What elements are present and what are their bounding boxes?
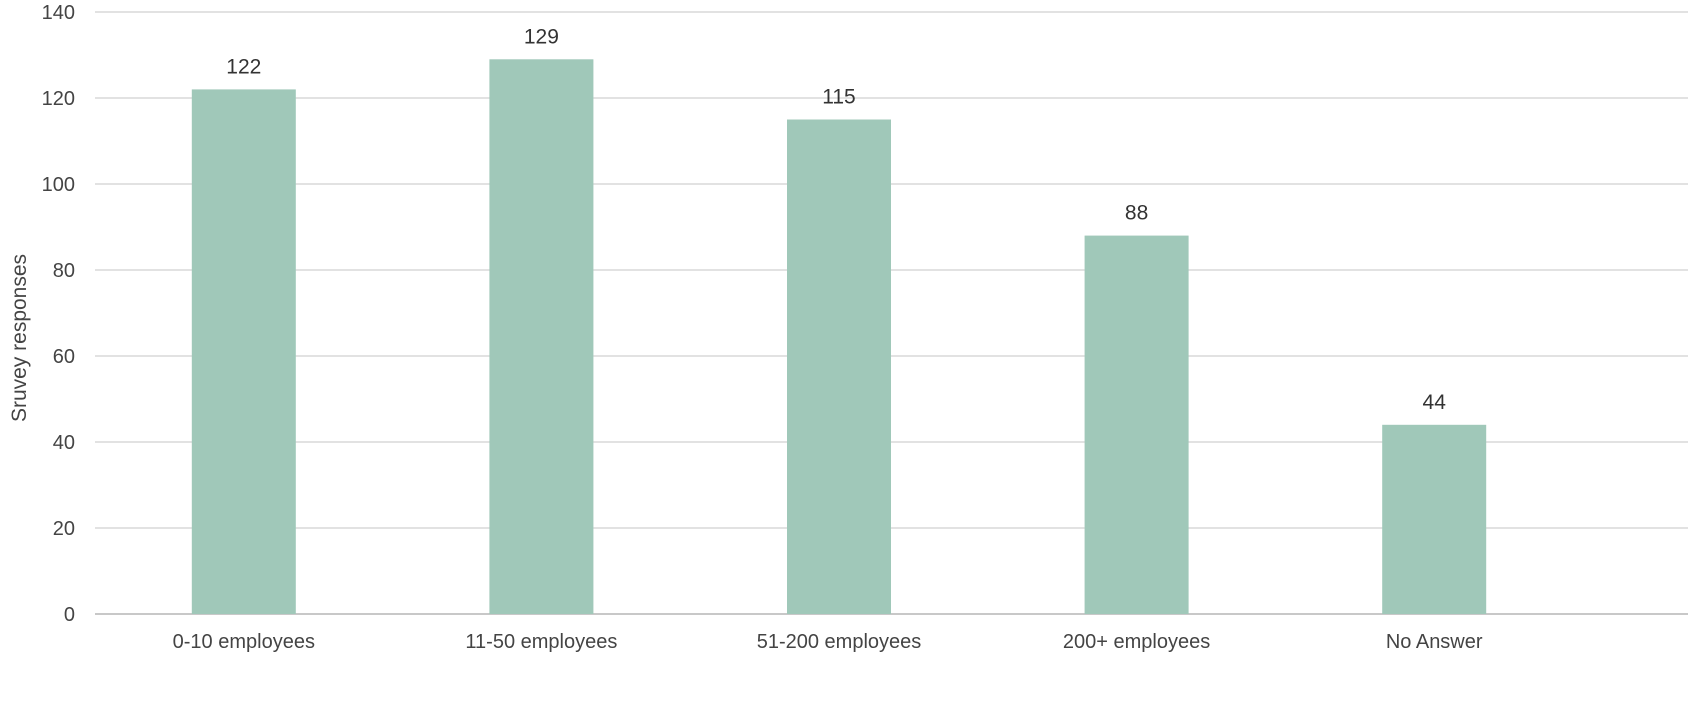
bar	[489, 59, 594, 615]
data-labels: 122 129 115 88 44	[226, 25, 1447, 414]
y-tick-label: 60	[53, 346, 75, 368]
data-label: 88	[1125, 202, 1148, 225]
x-category-label: 11-50 employees	[465, 631, 617, 653]
y-axis-ticks: 0 20 40 60 80 100 120 140	[42, 2, 75, 626]
y-tick-label: 20	[53, 518, 75, 540]
x-axis-labels: 0-10 employees 11-50 employees 51-200 empl…	[173, 631, 1483, 653]
y-tick-label: 0	[64, 604, 75, 626]
bar	[787, 119, 891, 614]
y-tick-label: 40	[53, 432, 75, 454]
bars	[191, 59, 1487, 615]
data-label: 44	[1423, 391, 1447, 414]
bar	[1382, 424, 1487, 614]
data-label: 122	[226, 55, 261, 78]
x-category-label: No Answer	[1386, 631, 1483, 653]
y-axis-title: Sruvey responses	[8, 254, 31, 422]
x-category-label: 51-200 employees	[757, 631, 922, 653]
x-category-label: 0-10 employees	[173, 631, 315, 653]
bar	[1084, 235, 1189, 614]
x-category-label: 200+ employees	[1063, 631, 1210, 653]
y-tick-label: 80	[53, 260, 75, 282]
data-label: 129	[524, 25, 559, 48]
bar	[191, 89, 296, 614]
data-label: 115	[822, 86, 855, 109]
y-tick-label: 120	[42, 88, 75, 110]
y-tick-label: 140	[42, 2, 75, 24]
y-tick-label: 100	[42, 174, 75, 196]
